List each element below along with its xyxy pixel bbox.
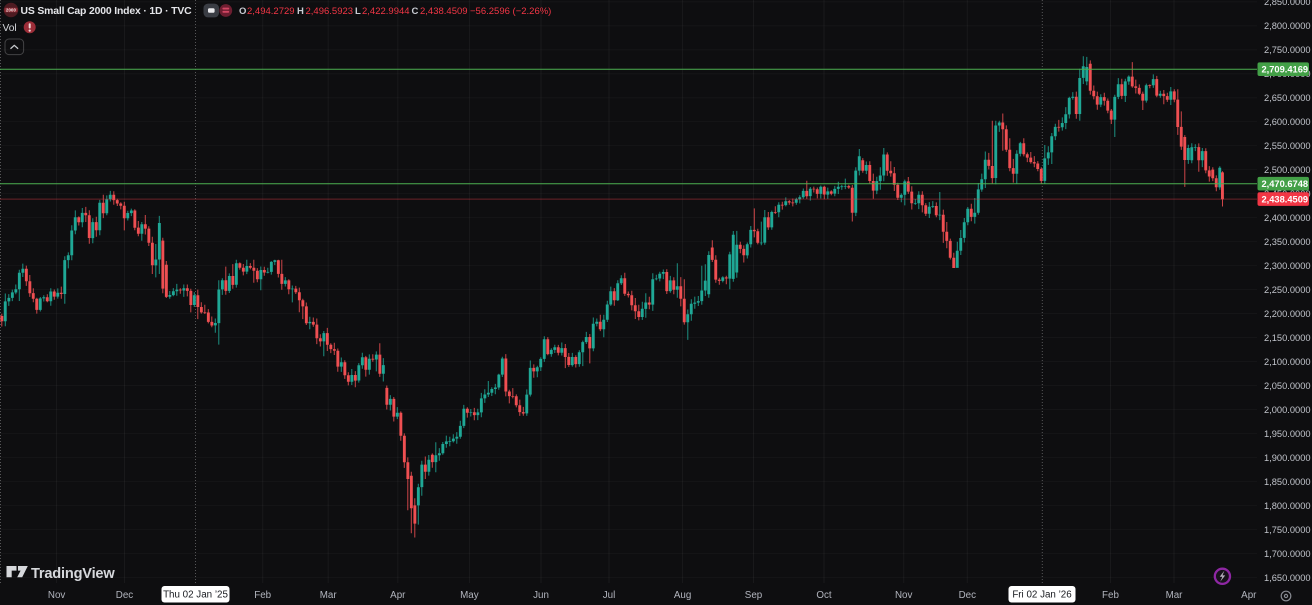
svg-text:2,350.0000: 2,350.0000 <box>1264 237 1311 247</box>
svg-text:2,850.0000: 2,850.0000 <box>1264 0 1311 7</box>
svg-text:H: H <box>297 6 304 17</box>
svg-text:2,422.9944: 2,422.9944 <box>362 6 410 17</box>
svg-text:2,438.4509: 2,438.4509 <box>420 6 468 17</box>
svg-text:Oct: Oct <box>816 590 832 601</box>
svg-text:Jul: Jul <box>603 590 616 601</box>
svg-text:1,900.0000: 1,900.0000 <box>1264 453 1311 463</box>
svg-text:2,496.5923: 2,496.5923 <box>306 6 354 17</box>
svg-text:Feb: Feb <box>254 590 271 601</box>
svg-text:2,100.0000: 2,100.0000 <box>1264 357 1311 367</box>
svg-text:Apr: Apr <box>390 590 406 601</box>
svg-text:2,750.0000: 2,750.0000 <box>1264 45 1311 55</box>
svg-text:2,150.0000: 2,150.0000 <box>1264 333 1311 343</box>
svg-text:Dec: Dec <box>116 590 134 601</box>
svg-text:2,050.0000: 2,050.0000 <box>1264 381 1311 391</box>
svg-text:Sep: Sep <box>745 590 763 601</box>
svg-text:Dec: Dec <box>959 590 977 601</box>
svg-text:1,850.0000: 1,850.0000 <box>1264 477 1311 487</box>
svg-text:2,438.4509: 2,438.4509 <box>1262 195 1309 205</box>
svg-text:Jun: Jun <box>533 590 549 601</box>
svg-text:Mar: Mar <box>1166 590 1184 601</box>
svg-text:2,650.0000: 2,650.0000 <box>1264 93 1311 103</box>
svg-text:2,200.0000: 2,200.0000 <box>1264 309 1311 319</box>
svg-text:2,600.0000: 2,600.0000 <box>1264 117 1311 127</box>
svg-text:C: C <box>412 6 419 17</box>
svg-text:2,250.0000: 2,250.0000 <box>1264 285 1311 295</box>
svg-text:Nov: Nov <box>48 590 66 601</box>
svg-text:L: L <box>355 6 361 17</box>
svg-text:1,650.0000: 1,650.0000 <box>1264 573 1311 583</box>
svg-text:1,700.0000: 1,700.0000 <box>1264 549 1311 559</box>
svg-text:Vol: Vol <box>3 23 17 34</box>
svg-text:May: May <box>460 590 479 601</box>
svg-text:Thu 02 Jan ’25: Thu 02 Jan ’25 <box>163 590 228 601</box>
svg-text:Mar: Mar <box>320 590 338 601</box>
svg-text:Aug: Aug <box>674 590 691 601</box>
svg-text:2,000.0000: 2,000.0000 <box>1264 405 1311 415</box>
svg-text:2,494.2729: 2,494.2729 <box>247 6 295 17</box>
svg-text:2000: 2000 <box>6 8 17 13</box>
svg-text:O: O <box>239 6 246 17</box>
svg-text:1,750.0000: 1,750.0000 <box>1264 525 1311 535</box>
svg-text:2,550.0000: 2,550.0000 <box>1264 141 1311 151</box>
svg-text:TradingView: TradingView <box>31 566 115 582</box>
svg-text:2,709.4169: 2,709.4169 <box>1262 65 1309 75</box>
svg-text:2,800.0000: 2,800.0000 <box>1264 21 1311 31</box>
svg-text:1,950.0000: 1,950.0000 <box>1264 429 1311 439</box>
svg-text:Feb: Feb <box>1102 590 1119 601</box>
svg-text:2,400.0000: 2,400.0000 <box>1264 213 1311 223</box>
svg-text:Nov: Nov <box>895 590 913 601</box>
svg-text:US Small Cap 2000 Index · 1D ·: US Small Cap 2000 Index · 1D · TVC <box>21 6 193 17</box>
svg-text:1,800.0000: 1,800.0000 <box>1264 501 1311 511</box>
svg-text:2,300.0000: 2,300.0000 <box>1264 261 1311 271</box>
svg-text:Apr: Apr <box>1241 590 1257 601</box>
svg-text:2,500.0000: 2,500.0000 <box>1264 165 1311 175</box>
svg-text:Fri 02 Jan ’26: Fri 02 Jan ’26 <box>1012 590 1072 601</box>
svg-text:−56.2596 (−2.26%): −56.2596 (−2.26%) <box>470 6 551 17</box>
svg-text:2,470.6748: 2,470.6748 <box>1262 179 1309 189</box>
